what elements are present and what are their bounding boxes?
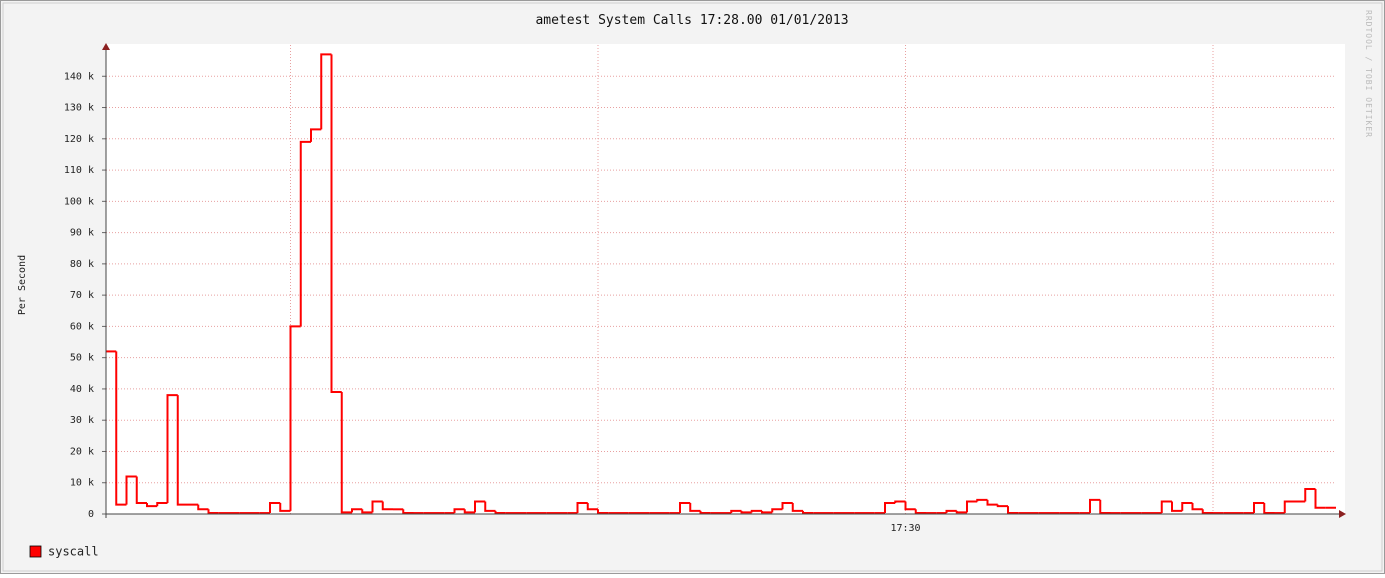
step-segment	[156, 502, 168, 507]
axes	[102, 43, 1346, 518]
step-segment	[966, 500, 978, 513]
chart-title: ametest System Calls 17:28.00 01/01/2013	[535, 13, 848, 28]
step-segment	[1191, 503, 1203, 511]
step-segment	[986, 499, 998, 506]
step-segment	[1160, 500, 1172, 514]
step-segment	[730, 509, 742, 514]
step-segment	[279, 503, 291, 512]
step-segment	[146, 503, 158, 508]
step-segment	[463, 509, 475, 514]
step-segment	[289, 325, 301, 511]
step-segment	[299, 140, 311, 327]
step-segment	[914, 509, 926, 515]
step-segment	[597, 509, 609, 515]
series	[106, 53, 1336, 515]
step-segment	[1201, 509, 1213, 515]
step-segment	[791, 503, 803, 512]
step-segment	[781, 502, 793, 510]
step-segment	[586, 503, 598, 511]
y-tick-label: 20 k	[70, 446, 94, 457]
step-segment	[699, 510, 711, 515]
step-segment	[576, 502, 588, 514]
step-segment	[689, 503, 701, 512]
step-segment	[904, 501, 916, 511]
step-segment	[207, 509, 219, 515]
step-segment	[474, 500, 486, 513]
step-segment	[351, 508, 363, 513]
y-tick-label: 50 k	[70, 353, 94, 364]
step-segment	[494, 510, 506, 515]
step-segment	[1253, 502, 1265, 514]
step-segment	[945, 509, 957, 514]
x-axis-arrow	[1339, 510, 1346, 518]
step-segment	[1171, 501, 1183, 512]
y-tick-label: 40 k	[70, 384, 94, 395]
step-segment	[1089, 498, 1101, 514]
step-segment	[166, 394, 178, 504]
legend: syscall	[29, 545, 99, 559]
step-segment	[340, 392, 352, 514]
y-tick-label: 30 k	[70, 415, 94, 426]
step-segment	[1304, 487, 1316, 502]
step-segment	[1283, 500, 1295, 514]
step-segment	[1314, 488, 1326, 509]
y-tick-label: 80 k	[70, 259, 94, 270]
y-tick-label: 60 k	[70, 321, 94, 332]
step-segment	[176, 395, 188, 506]
step-segment	[330, 54, 342, 394]
step-segment	[761, 510, 773, 514]
step-segment	[371, 500, 383, 513]
x-tick-label: 17:30	[890, 523, 920, 534]
step-segment	[453, 508, 465, 514]
step-segment	[802, 510, 814, 515]
step-segment	[996, 504, 1008, 508]
step-segment	[125, 475, 137, 505]
y-tick-label: 90 k	[70, 228, 94, 239]
y-tick-label: 130 k	[64, 103, 94, 114]
step-segment	[269, 502, 281, 514]
step-segment	[740, 510, 752, 514]
step-segment	[484, 501, 496, 512]
step-segment	[310, 128, 322, 142]
step-segment	[1007, 506, 1019, 515]
step-segment	[1099, 499, 1111, 515]
step-segment	[976, 498, 988, 502]
y-tick-label: 110 k	[64, 165, 94, 176]
legend-label: syscall	[48, 545, 99, 559]
step-segment	[679, 502, 691, 514]
step-segment	[894, 500, 906, 504]
watermark: RRDTOOL / TOBI OETIKER	[1364, 10, 1373, 138]
step-segment	[750, 509, 762, 513]
step-segment	[955, 510, 967, 514]
plot-area	[106, 44, 1345, 514]
step-segment	[361, 509, 373, 514]
step-segment	[1181, 502, 1193, 511]
y-tick-label: 10 k	[70, 478, 94, 489]
y-tick-label: 140 k	[64, 71, 94, 82]
legend-swatch	[29, 545, 42, 558]
step-segment	[1263, 503, 1275, 515]
step-segment	[135, 476, 147, 505]
step-segment	[402, 509, 414, 515]
step-segment	[771, 508, 783, 513]
step-segment	[381, 501, 393, 511]
y-tick-label: 0	[88, 509, 94, 520]
y-tick-label: 70 k	[70, 290, 94, 301]
y-axis-arrow	[102, 43, 110, 50]
step-segment	[320, 53, 332, 130]
y-tick-label: 100 k	[64, 196, 94, 207]
step-segment	[884, 502, 896, 514]
y-tick-label: 120 k	[64, 134, 94, 145]
step-segment	[115, 351, 127, 506]
step-segment	[197, 504, 209, 511]
y-axis-label: Per Second	[17, 255, 28, 315]
